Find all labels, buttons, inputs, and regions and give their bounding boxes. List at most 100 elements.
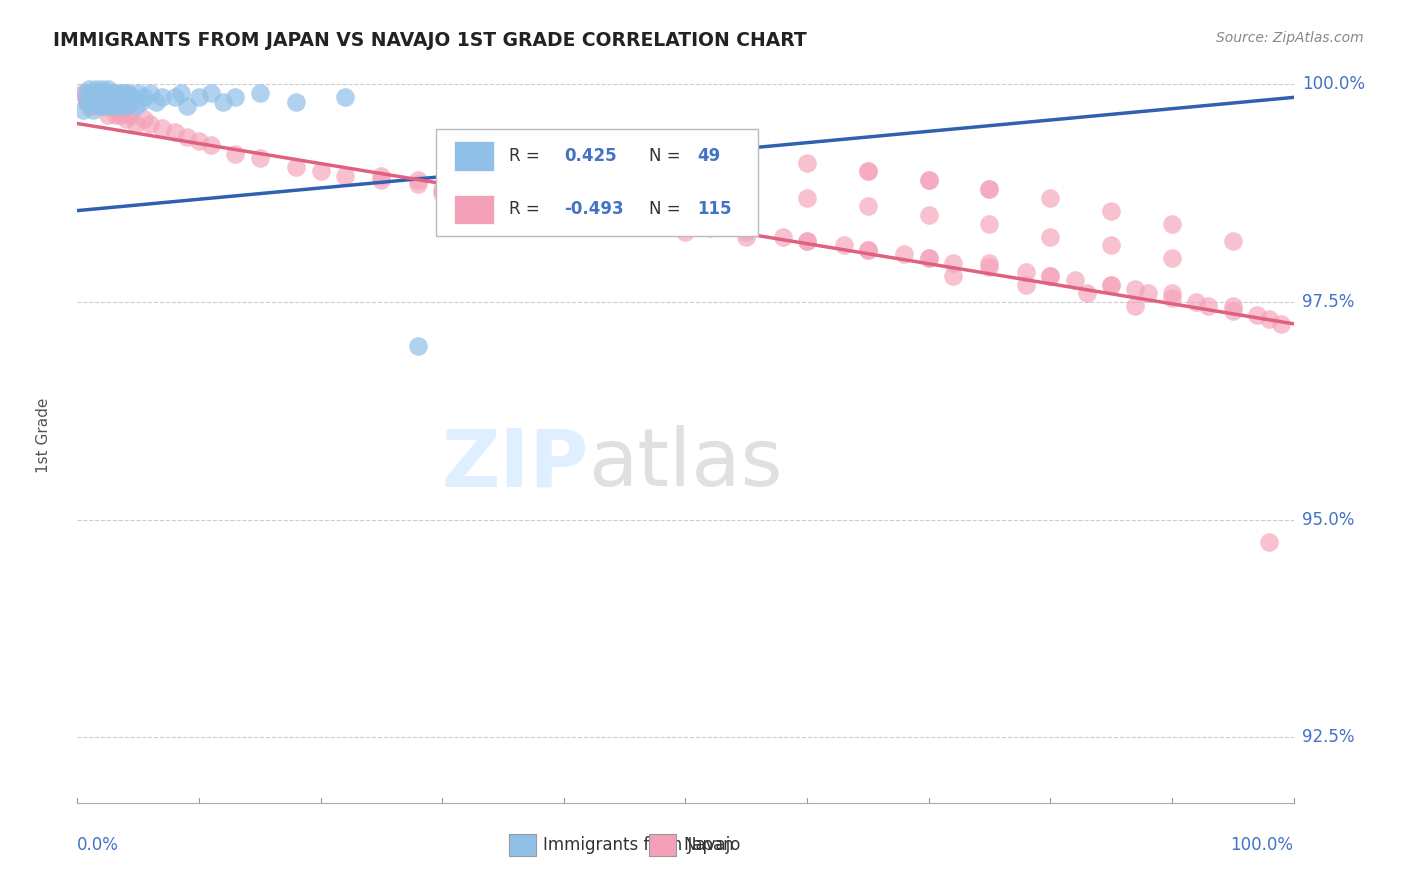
Point — [675, 226, 697, 240]
Text: 0.0%: 0.0% — [77, 836, 120, 854]
Bar — [454, 194, 495, 224]
Point — [1039, 268, 1062, 283]
Point — [1246, 308, 1268, 322]
Point — [856, 243, 879, 257]
Text: N =: N = — [650, 147, 681, 165]
Point — [1258, 312, 1281, 326]
Point — [97, 99, 120, 113]
Point — [112, 90, 135, 104]
Point — [115, 112, 138, 127]
Point — [127, 86, 149, 100]
Point — [1185, 295, 1208, 310]
Point — [735, 147, 758, 161]
Point — [832, 238, 855, 252]
Point — [93, 86, 115, 100]
Text: IMMIGRANTS FROM JAPAN VS NAVAJO 1ST GRADE CORRELATION CHART: IMMIGRANTS FROM JAPAN VS NAVAJO 1ST GRAD… — [53, 31, 807, 50]
Text: R =: R = — [509, 201, 540, 219]
Point — [84, 81, 107, 95]
Point — [370, 169, 392, 183]
Point — [118, 108, 141, 122]
Point — [145, 95, 167, 109]
Point — [918, 252, 941, 266]
Bar — [454, 142, 495, 170]
Point — [90, 99, 112, 113]
Point — [1076, 286, 1098, 301]
Point — [1015, 264, 1038, 278]
Point — [100, 86, 122, 100]
Point — [87, 86, 110, 100]
Point — [90, 99, 112, 113]
Point — [163, 125, 186, 139]
Text: Source: ZipAtlas.com: Source: ZipAtlas.com — [1216, 31, 1364, 45]
Text: 0.425: 0.425 — [564, 147, 616, 165]
Point — [1161, 286, 1184, 301]
Point — [576, 203, 599, 218]
Text: Navajo: Navajo — [683, 836, 741, 854]
Point — [108, 99, 131, 113]
Point — [942, 256, 965, 270]
Point — [1063, 273, 1085, 287]
Point — [176, 129, 198, 144]
Point — [76, 95, 98, 109]
Point — [170, 86, 193, 100]
Point — [1222, 303, 1244, 318]
Point — [1039, 268, 1062, 283]
Point — [200, 86, 222, 100]
Point — [90, 90, 112, 104]
Point — [79, 81, 101, 95]
Point — [84, 90, 107, 104]
Point — [309, 164, 332, 178]
Point — [856, 243, 879, 257]
Point — [82, 103, 104, 118]
Text: 92.5%: 92.5% — [1302, 729, 1354, 747]
Point — [430, 186, 453, 201]
Point — [79, 90, 101, 104]
Point — [553, 199, 575, 213]
Point — [111, 86, 134, 100]
Point — [152, 90, 174, 104]
Point — [1258, 534, 1281, 549]
Point — [979, 182, 1001, 196]
Point — [1039, 229, 1062, 244]
Point — [1015, 277, 1038, 292]
Point — [285, 160, 308, 174]
Point — [72, 86, 94, 100]
Point — [76, 95, 98, 109]
Point — [406, 338, 429, 352]
Point — [98, 95, 121, 109]
Point — [100, 99, 122, 113]
Point — [333, 169, 356, 183]
Point — [675, 217, 697, 231]
Point — [98, 90, 121, 104]
Point — [796, 155, 818, 169]
Point — [200, 138, 222, 153]
FancyBboxPatch shape — [436, 129, 758, 236]
Point — [94, 95, 117, 109]
Point — [188, 134, 211, 148]
Point — [1099, 277, 1122, 292]
Text: 95.0%: 95.0% — [1302, 511, 1354, 529]
Point — [796, 234, 818, 248]
Point — [134, 112, 156, 127]
Text: 1st Grade: 1st Grade — [35, 397, 51, 473]
Point — [796, 190, 818, 204]
Point — [1125, 282, 1147, 296]
Point — [134, 90, 156, 104]
Point — [97, 99, 120, 113]
Point — [212, 95, 235, 109]
Point — [613, 217, 636, 231]
Point — [529, 194, 551, 209]
Point — [105, 90, 128, 104]
Point — [97, 81, 120, 95]
Point — [856, 164, 879, 178]
Point — [105, 108, 128, 122]
Point — [84, 90, 107, 104]
Point — [893, 247, 915, 261]
Point — [430, 182, 453, 196]
Point — [918, 252, 941, 266]
Text: 100.0%: 100.0% — [1302, 75, 1365, 94]
Point — [1125, 299, 1147, 313]
Point — [856, 164, 879, 178]
Point — [370, 173, 392, 187]
Text: R =: R = — [509, 147, 540, 165]
